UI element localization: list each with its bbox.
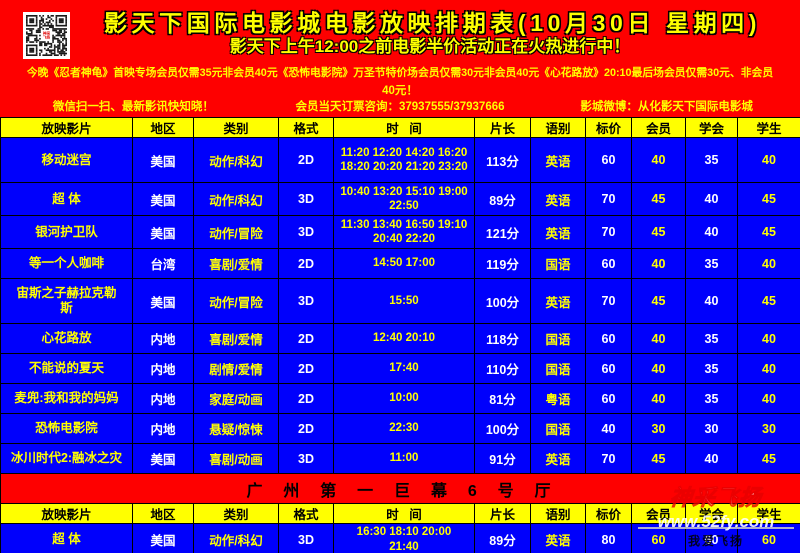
svg-text:飞扬: 飞扬 [43,34,51,39]
svg-text:神采: 神采 [43,30,51,35]
